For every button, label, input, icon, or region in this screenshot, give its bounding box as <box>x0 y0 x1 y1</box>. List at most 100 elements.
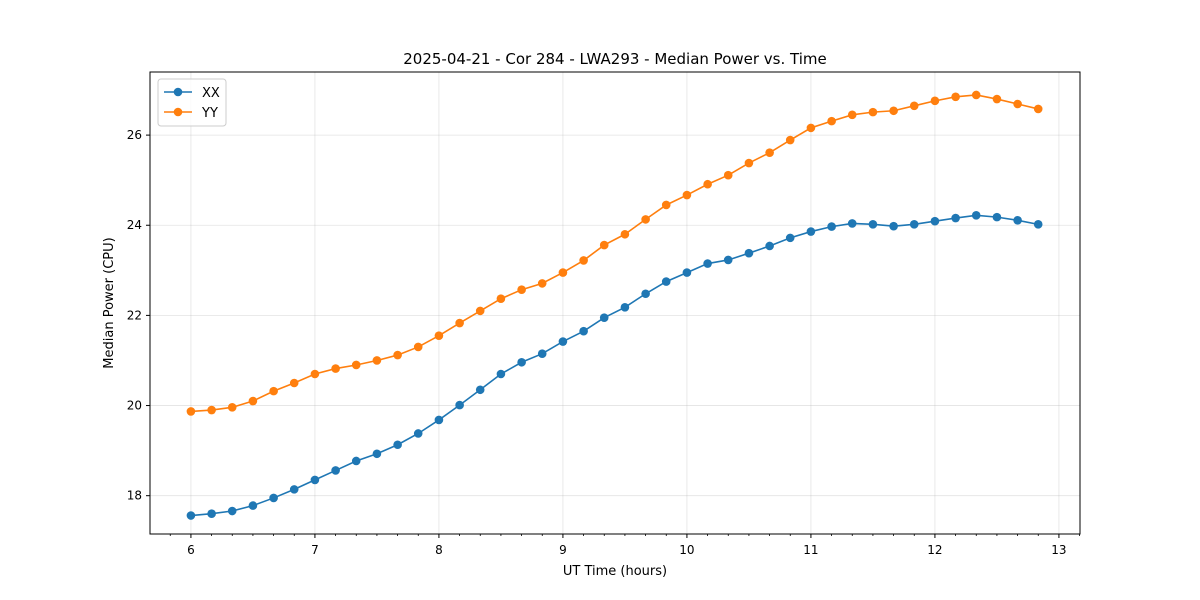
data-point-xx <box>992 212 1002 222</box>
y-tick-label: 18 <box>127 489 142 503</box>
x-tick-label: 10 <box>679 543 694 557</box>
x-tick-label: 9 <box>559 543 567 557</box>
data-point-yy <box>992 94 1002 104</box>
data-point-yy <box>393 350 402 360</box>
data-point-yy <box>723 170 733 180</box>
data-point-xx <box>413 429 423 438</box>
data-point-xx <box>558 337 568 346</box>
data-point-xx <box>723 255 733 265</box>
y-tick-label: 22 <box>127 308 142 322</box>
data-point-xx <box>971 211 981 220</box>
data-point-xx <box>785 233 795 243</box>
data-point-xx <box>537 349 547 359</box>
data-point-yy <box>1033 104 1043 114</box>
data-point-xx <box>847 219 857 228</box>
data-point-xx <box>207 509 216 519</box>
data-point-yy <box>248 396 258 406</box>
x-tick-label: 13 <box>1051 543 1066 557</box>
data-point-yy <box>227 403 237 412</box>
y-tick-label: 24 <box>127 218 142 232</box>
data-point-xx <box>909 220 919 229</box>
data-point-xx <box>517 357 526 367</box>
data-point-xx <box>434 415 444 425</box>
data-point-yy <box>847 110 857 120</box>
data-point-yy <box>289 378 299 388</box>
series-line-xx <box>190 214 1039 517</box>
data-point-yy <box>269 386 278 396</box>
y-axis: 18 20 22 24 26 <box>127 128 150 503</box>
data-point-yy <box>186 407 196 416</box>
data-point-yy <box>496 294 506 304</box>
data-point-xx <box>806 227 816 236</box>
series-line-yy <box>190 94 1039 413</box>
data-point-xx <box>868 220 878 229</box>
legend-marker-xx <box>173 87 183 97</box>
data-point-xx <box>289 485 299 494</box>
data-point-xx <box>744 248 754 258</box>
data-point-yy <box>971 90 981 100</box>
x-tick-label: 12 <box>927 543 942 557</box>
data-point-xx <box>930 216 940 226</box>
data-point-xx <box>703 259 712 268</box>
data-point-yy <box>331 364 340 373</box>
x-tick-label: 7 <box>311 543 319 557</box>
data-point-xx <box>248 501 258 510</box>
x-tick-label: 6 <box>187 543 195 557</box>
data-point-xx <box>351 456 361 466</box>
data-point-xx <box>827 222 836 231</box>
data-point-yy <box>351 360 361 370</box>
data-point-yy <box>537 279 547 288</box>
data-point-yy <box>951 92 960 102</box>
data-point-xx <box>889 221 898 231</box>
data-point-yy <box>785 135 795 145</box>
series-xx <box>186 211 1043 520</box>
data-point-yy <box>703 179 712 189</box>
y-tick-label: 26 <box>127 128 142 142</box>
data-point-xx <box>1033 220 1043 229</box>
data-point-yy <box>620 229 630 239</box>
data-point-yy <box>744 158 754 168</box>
legend-marker-yy <box>173 107 183 117</box>
data-point-yy <box>806 123 816 133</box>
data-point-xx <box>496 369 506 379</box>
legend-label-xx: XX <box>202 86 220 101</box>
y-axis-label: Median Power (CPU) <box>102 237 117 368</box>
data-point-xx <box>620 302 630 312</box>
series-layer <box>186 90 1043 520</box>
data-point-yy <box>1013 99 1022 109</box>
data-point-yy <box>455 318 464 328</box>
x-tick-label: 11 <box>803 543 818 557</box>
data-point-xx <box>393 440 402 450</box>
data-point-xx <box>661 277 671 286</box>
data-point-yy <box>372 356 382 365</box>
data-point-xx <box>331 466 340 475</box>
data-point-yy <box>889 106 898 116</box>
data-point-yy <box>558 268 568 277</box>
data-point-yy <box>641 215 650 224</box>
data-point-yy <box>909 101 919 111</box>
series-yy <box>186 90 1043 416</box>
data-point-yy <box>434 331 444 340</box>
data-point-xx <box>455 400 464 410</box>
data-point-yy <box>475 306 485 316</box>
data-point-xx <box>599 313 609 322</box>
data-point-xx <box>682 268 692 277</box>
data-point-xx <box>765 241 774 251</box>
data-point-yy <box>868 107 878 117</box>
data-point-xx <box>186 511 196 520</box>
data-point-xx <box>475 385 485 395</box>
plot-frame <box>149 71 1081 535</box>
data-point-yy <box>827 116 836 126</box>
data-point-yy <box>930 96 940 106</box>
data-point-yy <box>682 190 692 200</box>
x-tick-label: 8 <box>435 543 443 557</box>
data-point-xx <box>641 289 650 299</box>
x-axis-label: UT Time (hours) <box>563 564 667 579</box>
legend: XX YY <box>157 78 227 127</box>
data-point-xx <box>579 326 588 336</box>
x-axis: 6 7 8 9 10 11 12 13 <box>169 534 1080 557</box>
chart-title: 2025-04-21 - Cor 284 - LWA293 - Median P… <box>403 50 827 68</box>
data-point-yy <box>599 240 609 250</box>
y-tick-label: 20 <box>127 399 142 413</box>
